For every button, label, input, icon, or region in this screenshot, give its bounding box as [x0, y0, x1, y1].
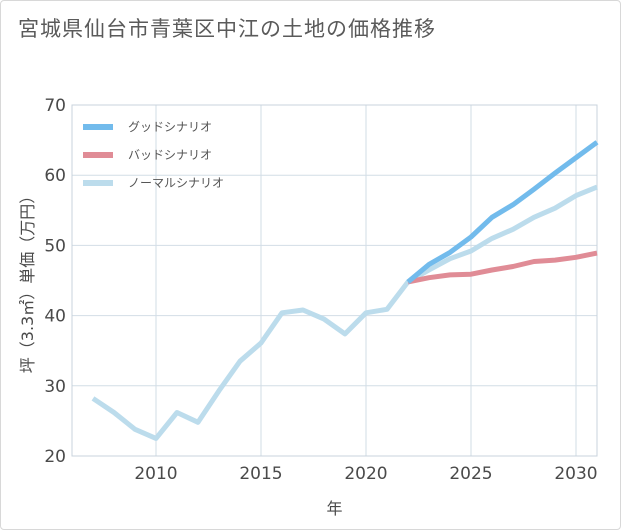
x-tick-label: 2020 — [344, 464, 387, 484]
x-tick-label: 2030 — [554, 464, 597, 484]
series-line-1 — [406, 140, 599, 284]
series-line-2 — [407, 250, 598, 285]
chart-title: 宮城県仙台市青葉区中江の土地の価格推移 — [18, 17, 436, 41]
y-tick-label: 40 — [44, 307, 66, 327]
y-tick-label: 30 — [44, 377, 66, 397]
y-tick-label: 60 — [44, 166, 66, 186]
x-tick-label: 2010 — [134, 464, 177, 484]
legend-label: グッドシナリオ — [128, 120, 212, 134]
plot-area — [71, 104, 598, 457]
x-axis-label: 年 — [326, 499, 342, 518]
series-line-3 — [91, 184, 598, 441]
legend-label: バッドシナリオ — [128, 148, 212, 162]
y-axis-label: 坪（3.3㎡）単価（万円） — [18, 188, 37, 373]
y-tick-label: 70 — [44, 96, 66, 116]
x-tick-label: 2015 — [239, 464, 282, 484]
y-tick-label: 20 — [44, 447, 66, 467]
legend-label: ノーマルシナリオ — [128, 176, 224, 190]
y-tick-label: 50 — [44, 236, 66, 256]
x-tick-label: 2025 — [449, 464, 492, 484]
